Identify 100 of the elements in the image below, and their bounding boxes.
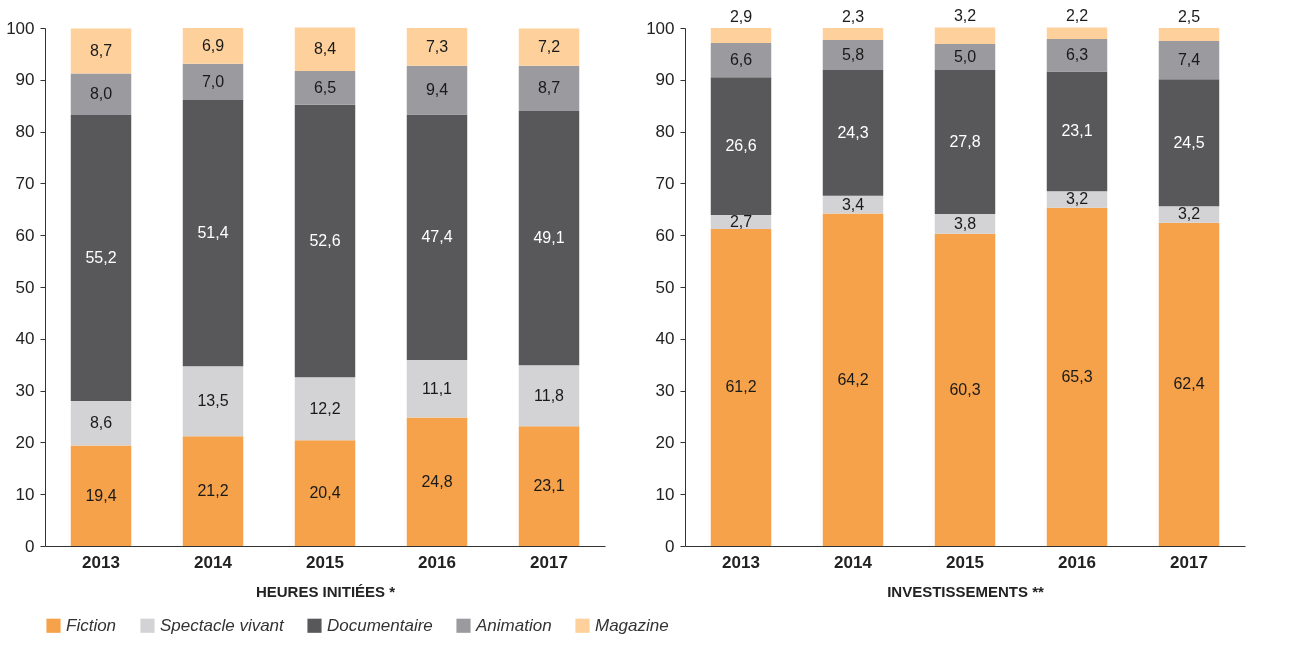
data-label: 27,8 <box>949 132 981 150</box>
x-tick-label: 2017 <box>1170 552 1208 572</box>
data-label: 3,2 <box>1065 190 1089 208</box>
data-label: 8,7 <box>89 42 113 60</box>
y-tick-label: 40 <box>15 329 35 349</box>
bar <box>710 28 772 44</box>
bar <box>934 233 996 546</box>
data-label: 5,8 <box>841 45 865 63</box>
y-tick-label: 20 <box>655 432 675 452</box>
bar <box>1046 27 1108 39</box>
bar <box>1046 207 1108 546</box>
data-label: 24,3 <box>837 123 869 141</box>
legend-label: Documentaire <box>327 615 433 635</box>
bar <box>518 28 580 66</box>
x-tick-label: 2013 <box>82 552 120 572</box>
bar <box>182 63 244 100</box>
y-tick-label: 100 <box>6 18 35 38</box>
data-label: 3,4 <box>841 195 865 213</box>
bar <box>710 228 772 546</box>
data-label: 23,1 <box>1061 122 1093 140</box>
bar <box>1046 38 1108 72</box>
x-tick-label: 2014 <box>194 552 233 572</box>
data-label: 7,3 <box>425 37 449 55</box>
bar <box>294 70 356 105</box>
data-label: 24,5 <box>1173 133 1205 151</box>
bar <box>70 28 132 74</box>
data-label: 47,4 <box>421 228 453 246</box>
bar <box>182 28 244 64</box>
bar <box>182 100 244 367</box>
y-tick-label: 80 <box>655 122 675 142</box>
bar <box>406 65 468 115</box>
data-label: 2,9 <box>729 8 753 25</box>
data-label: 13,5 <box>197 392 229 410</box>
y-tick-label: 50 <box>15 277 35 297</box>
y-tick-label: 40 <box>655 329 675 349</box>
bar <box>406 417 468 546</box>
y-tick-label: 0 <box>665 536 675 556</box>
y-tick-label: 30 <box>655 381 675 401</box>
y-tick-label: 50 <box>655 277 675 297</box>
data-label: 7,4 <box>1177 51 1201 69</box>
data-label: 60,3 <box>949 380 981 398</box>
bar <box>822 213 884 546</box>
bar <box>518 365 580 427</box>
data-label: 3,2 <box>953 7 977 25</box>
bar <box>1046 71 1108 192</box>
data-label: 2,2 <box>1065 7 1089 25</box>
y-tick-label: 70 <box>655 173 675 193</box>
data-label: 8,4 <box>313 40 337 58</box>
data-label: 19,4 <box>85 486 117 504</box>
bar <box>182 436 244 546</box>
bar <box>70 115 132 401</box>
bar <box>182 366 244 437</box>
data-label: 12,2 <box>309 399 341 417</box>
data-label: 6,9 <box>201 36 225 54</box>
data-label: 2,5 <box>1177 8 1201 25</box>
bar <box>1158 40 1220 80</box>
bar <box>710 43 772 78</box>
data-label: 11,8 <box>534 386 565 404</box>
bar <box>70 400 132 446</box>
data-label: 62,4 <box>1173 375 1205 393</box>
data-label: 3,8 <box>953 214 977 232</box>
x-tick-label: 2014 <box>834 552 873 572</box>
bar <box>518 426 580 546</box>
bar <box>822 39 884 70</box>
bar <box>294 27 356 71</box>
data-label: 52,6 <box>309 231 341 249</box>
data-label: 6,3 <box>1065 46 1089 64</box>
data-label: 5,0 <box>953 48 977 66</box>
data-label: 3,2 <box>1177 205 1201 223</box>
data-label: 64,2 <box>837 370 869 388</box>
legend-label: Animation <box>475 615 552 635</box>
x-tick-label: 2016 <box>1058 552 1096 572</box>
y-tick-label: 60 <box>15 225 35 245</box>
bar <box>406 360 468 418</box>
y-tick-label: 30 <box>15 381 35 401</box>
bar <box>70 73 132 116</box>
x-tick-label: 2016 <box>418 552 456 572</box>
bar <box>1158 28 1220 41</box>
data-label: 8,7 <box>537 79 561 97</box>
bar <box>70 445 132 546</box>
bar <box>518 65 580 111</box>
bar <box>710 77 772 215</box>
bar <box>822 69 884 196</box>
data-label: 6,6 <box>729 51 753 69</box>
x-tick-label: 2013 <box>722 552 760 572</box>
legend-label: Fiction <box>66 615 117 635</box>
y-tick-label: 90 <box>655 70 675 90</box>
data-label: 51,4 <box>197 224 229 242</box>
data-label: 7,0 <box>201 72 225 90</box>
bar <box>294 104 356 378</box>
y-tick-label: 0 <box>25 536 35 556</box>
x-tick-label: 2015 <box>306 552 344 572</box>
x-axis-title: HEURES INITIÉES * <box>255 582 396 600</box>
y-tick-label: 10 <box>655 484 675 504</box>
x-axis-title: INVESTISSEMENTS ** <box>887 582 1045 600</box>
data-label: 8,0 <box>89 85 113 103</box>
y-tick-label: 20 <box>15 432 35 452</box>
y-tick-label: 60 <box>655 225 675 245</box>
y-tick-label: 70 <box>15 173 35 193</box>
bar <box>294 440 356 546</box>
